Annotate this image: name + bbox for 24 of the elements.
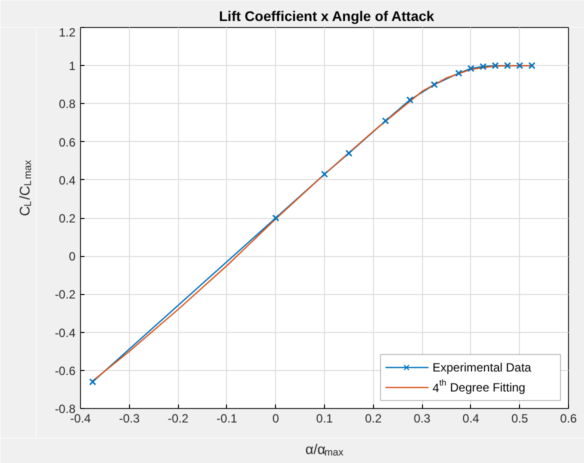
x-tick-label: 0 xyxy=(272,412,280,426)
x-tick-label: 0.4 xyxy=(462,412,480,426)
y-tick-label: 0.2 xyxy=(58,212,76,226)
y-tick-label: 1 xyxy=(68,59,76,74)
x-tick-label: 0.1 xyxy=(316,412,334,426)
y-tick-label: -0.4 xyxy=(54,326,76,340)
x-tick-label: -0.2 xyxy=(168,412,189,426)
y-tick-label: -0.6 xyxy=(54,364,76,378)
y-tick-label: 1.2 xyxy=(58,26,76,40)
y-tick-label: 0 xyxy=(68,250,76,264)
y-tick-label: -0.8 xyxy=(54,402,76,416)
x-tick-label: -0.3 xyxy=(118,412,140,426)
y-axis-title: CL/CLmax xyxy=(16,160,34,216)
x-tick-label: 0.6 xyxy=(560,412,578,426)
x-tick-label: -0.1 xyxy=(216,412,238,426)
y-tick-label: -0.2 xyxy=(54,288,76,302)
x-tick-label: 0.5 xyxy=(511,412,528,426)
y-tick-label: 0.6 xyxy=(58,135,76,150)
x-tick-label: 0.3 xyxy=(414,412,431,426)
y-tick-label: 0.8 xyxy=(58,97,76,112)
x-tick-label: 0.2 xyxy=(364,412,382,426)
chart-title: Lift Coefficient x Angle of Attack xyxy=(219,8,434,24)
legend-label: Experimental Data xyxy=(432,360,532,374)
y-tick-label: 0.4 xyxy=(58,173,76,188)
